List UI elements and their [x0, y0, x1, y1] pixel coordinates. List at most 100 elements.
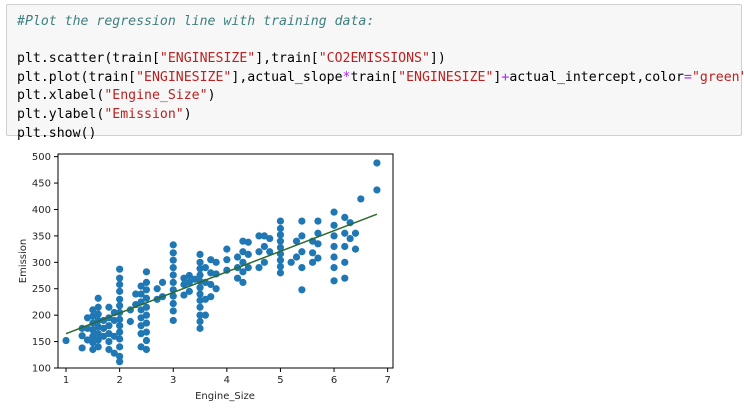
scatter-point — [233, 253, 242, 261]
code-token: plt.show() — [17, 125, 97, 141]
code-token: "Engine_Size" — [104, 88, 208, 104]
scatter-point — [341, 229, 349, 237]
scatter-point — [239, 237, 247, 245]
scatter-point — [89, 345, 97, 354]
scatter-point — [153, 285, 161, 293]
scatter-point — [110, 349, 118, 357]
scatter-point — [266, 248, 274, 256]
scatter-point — [110, 316, 118, 325]
scatter-point — [78, 332, 86, 340]
x-tick-label: 7 — [384, 375, 390, 386]
scatter-point — [142, 319, 151, 327]
scatter-point — [314, 240, 322, 248]
scatter-point — [292, 253, 301, 261]
scatter-point — [330, 232, 338, 240]
scatter-point — [351, 229, 360, 237]
scatter-point — [169, 256, 177, 264]
code-line: plt.show() — [17, 125, 744, 144]
axes-layer: 1 2 3 4 5 6 7 100 150 200 250 300 350 400 450 500 — [32, 152, 391, 386]
scatter-point — [99, 324, 108, 332]
scatter-point — [207, 269, 215, 277]
scatter-point — [185, 287, 193, 295]
scatter-point — [94, 294, 102, 302]
scatter-point — [89, 339, 97, 347]
scatter-point — [346, 234, 354, 243]
scatter-point — [314, 217, 322, 225]
scatter-point — [137, 290, 145, 298]
scatter-point — [196, 324, 204, 332]
scatter-point — [196, 290, 204, 298]
code-editor[interactable]: #Plot the regression line with training … — [17, 13, 744, 143]
scatter-point — [260, 232, 268, 240]
code-cell[interactable]: #Plot the regression line with training … — [6, 4, 744, 141]
scatter-point — [330, 242, 338, 251]
scatter-point — [169, 278, 177, 286]
scatter-point — [196, 271, 204, 279]
scatter-point — [244, 264, 252, 272]
scatter-point — [142, 286, 151, 294]
scatter-point — [94, 343, 102, 351]
code-token: "Emission" — [104, 106, 184, 122]
x-tick-label: 2 — [116, 375, 122, 386]
code-token: "green" — [691, 69, 744, 85]
scatter-point — [239, 278, 247, 286]
scatter-point — [287, 258, 295, 266]
scatter-point — [196, 258, 204, 266]
scatter-point — [298, 232, 306, 240]
scatter-point — [105, 345, 113, 354]
scatter-point — [341, 258, 349, 266]
scatter-point — [196, 317, 204, 326]
scatter-point — [255, 248, 263, 256]
scatter-point — [142, 303, 151, 311]
scatter-point — [276, 262, 285, 271]
scatter-point — [94, 330, 102, 338]
scatter-point — [99, 332, 108, 340]
code-token: "ENGINESIZE" — [398, 69, 494, 85]
scatter-point — [116, 302, 124, 310]
scatter-point — [298, 264, 306, 272]
scatter-point — [137, 343, 145, 351]
scatter-point — [276, 224, 285, 233]
scatter-point — [94, 303, 102, 311]
scatter-point — [196, 265, 204, 273]
x-axis-label: Engine_Size — [195, 391, 255, 402]
y-tick-label: 300 — [32, 258, 51, 269]
scatter-point — [142, 345, 151, 354]
scatter-point — [373, 159, 381, 167]
scatter-point — [207, 280, 215, 289]
scatter-point — [110, 332, 118, 340]
scatter-point — [239, 248, 247, 256]
code-line: plt.plot(train["ENGINESIZE"],actual_slop… — [17, 69, 744, 88]
code-token: plt.xlabel( — [17, 88, 105, 104]
scatter-point — [89, 326, 97, 334]
scatter-point — [116, 358, 124, 366]
code-token: plt.scatter(train[ — [17, 51, 160, 67]
y-tick-label: 100 — [32, 364, 51, 375]
scatter-point — [185, 271, 193, 280]
scatter-point — [116, 280, 124, 289]
code-token: "ENGINESIZE" — [159, 51, 256, 67]
scatter-point — [276, 256, 285, 264]
scatter-point — [341, 242, 349, 251]
scatter-point — [169, 299, 177, 308]
scatter-point — [255, 264, 263, 272]
scatter-point — [83, 336, 92, 344]
scatter-point — [116, 315, 124, 323]
scatter-point — [239, 258, 247, 266]
x-tick-label: 1 — [63, 375, 69, 386]
scatter-point — [158, 278, 167, 286]
y-tick-label: 350 — [32, 231, 51, 242]
scatter-point — [105, 322, 113, 330]
scatter-point — [244, 250, 252, 258]
code-token: plt.plot(train[ — [17, 69, 137, 85]
code-token: * — [342, 69, 351, 85]
scatter-point — [142, 268, 151, 276]
scatter-point — [126, 317, 134, 326]
scatter-point — [276, 237, 285, 245]
code-token: ]) — [429, 51, 446, 67]
scatter-point — [169, 271, 177, 279]
scatter-point — [116, 343, 124, 351]
scatter-point — [330, 253, 338, 261]
plot-output: 1 2 3 4 5 6 7 100 150 200 250 300 350 400 450 500 Engin… — [0, 140, 420, 412]
scatter-point — [137, 314, 145, 322]
